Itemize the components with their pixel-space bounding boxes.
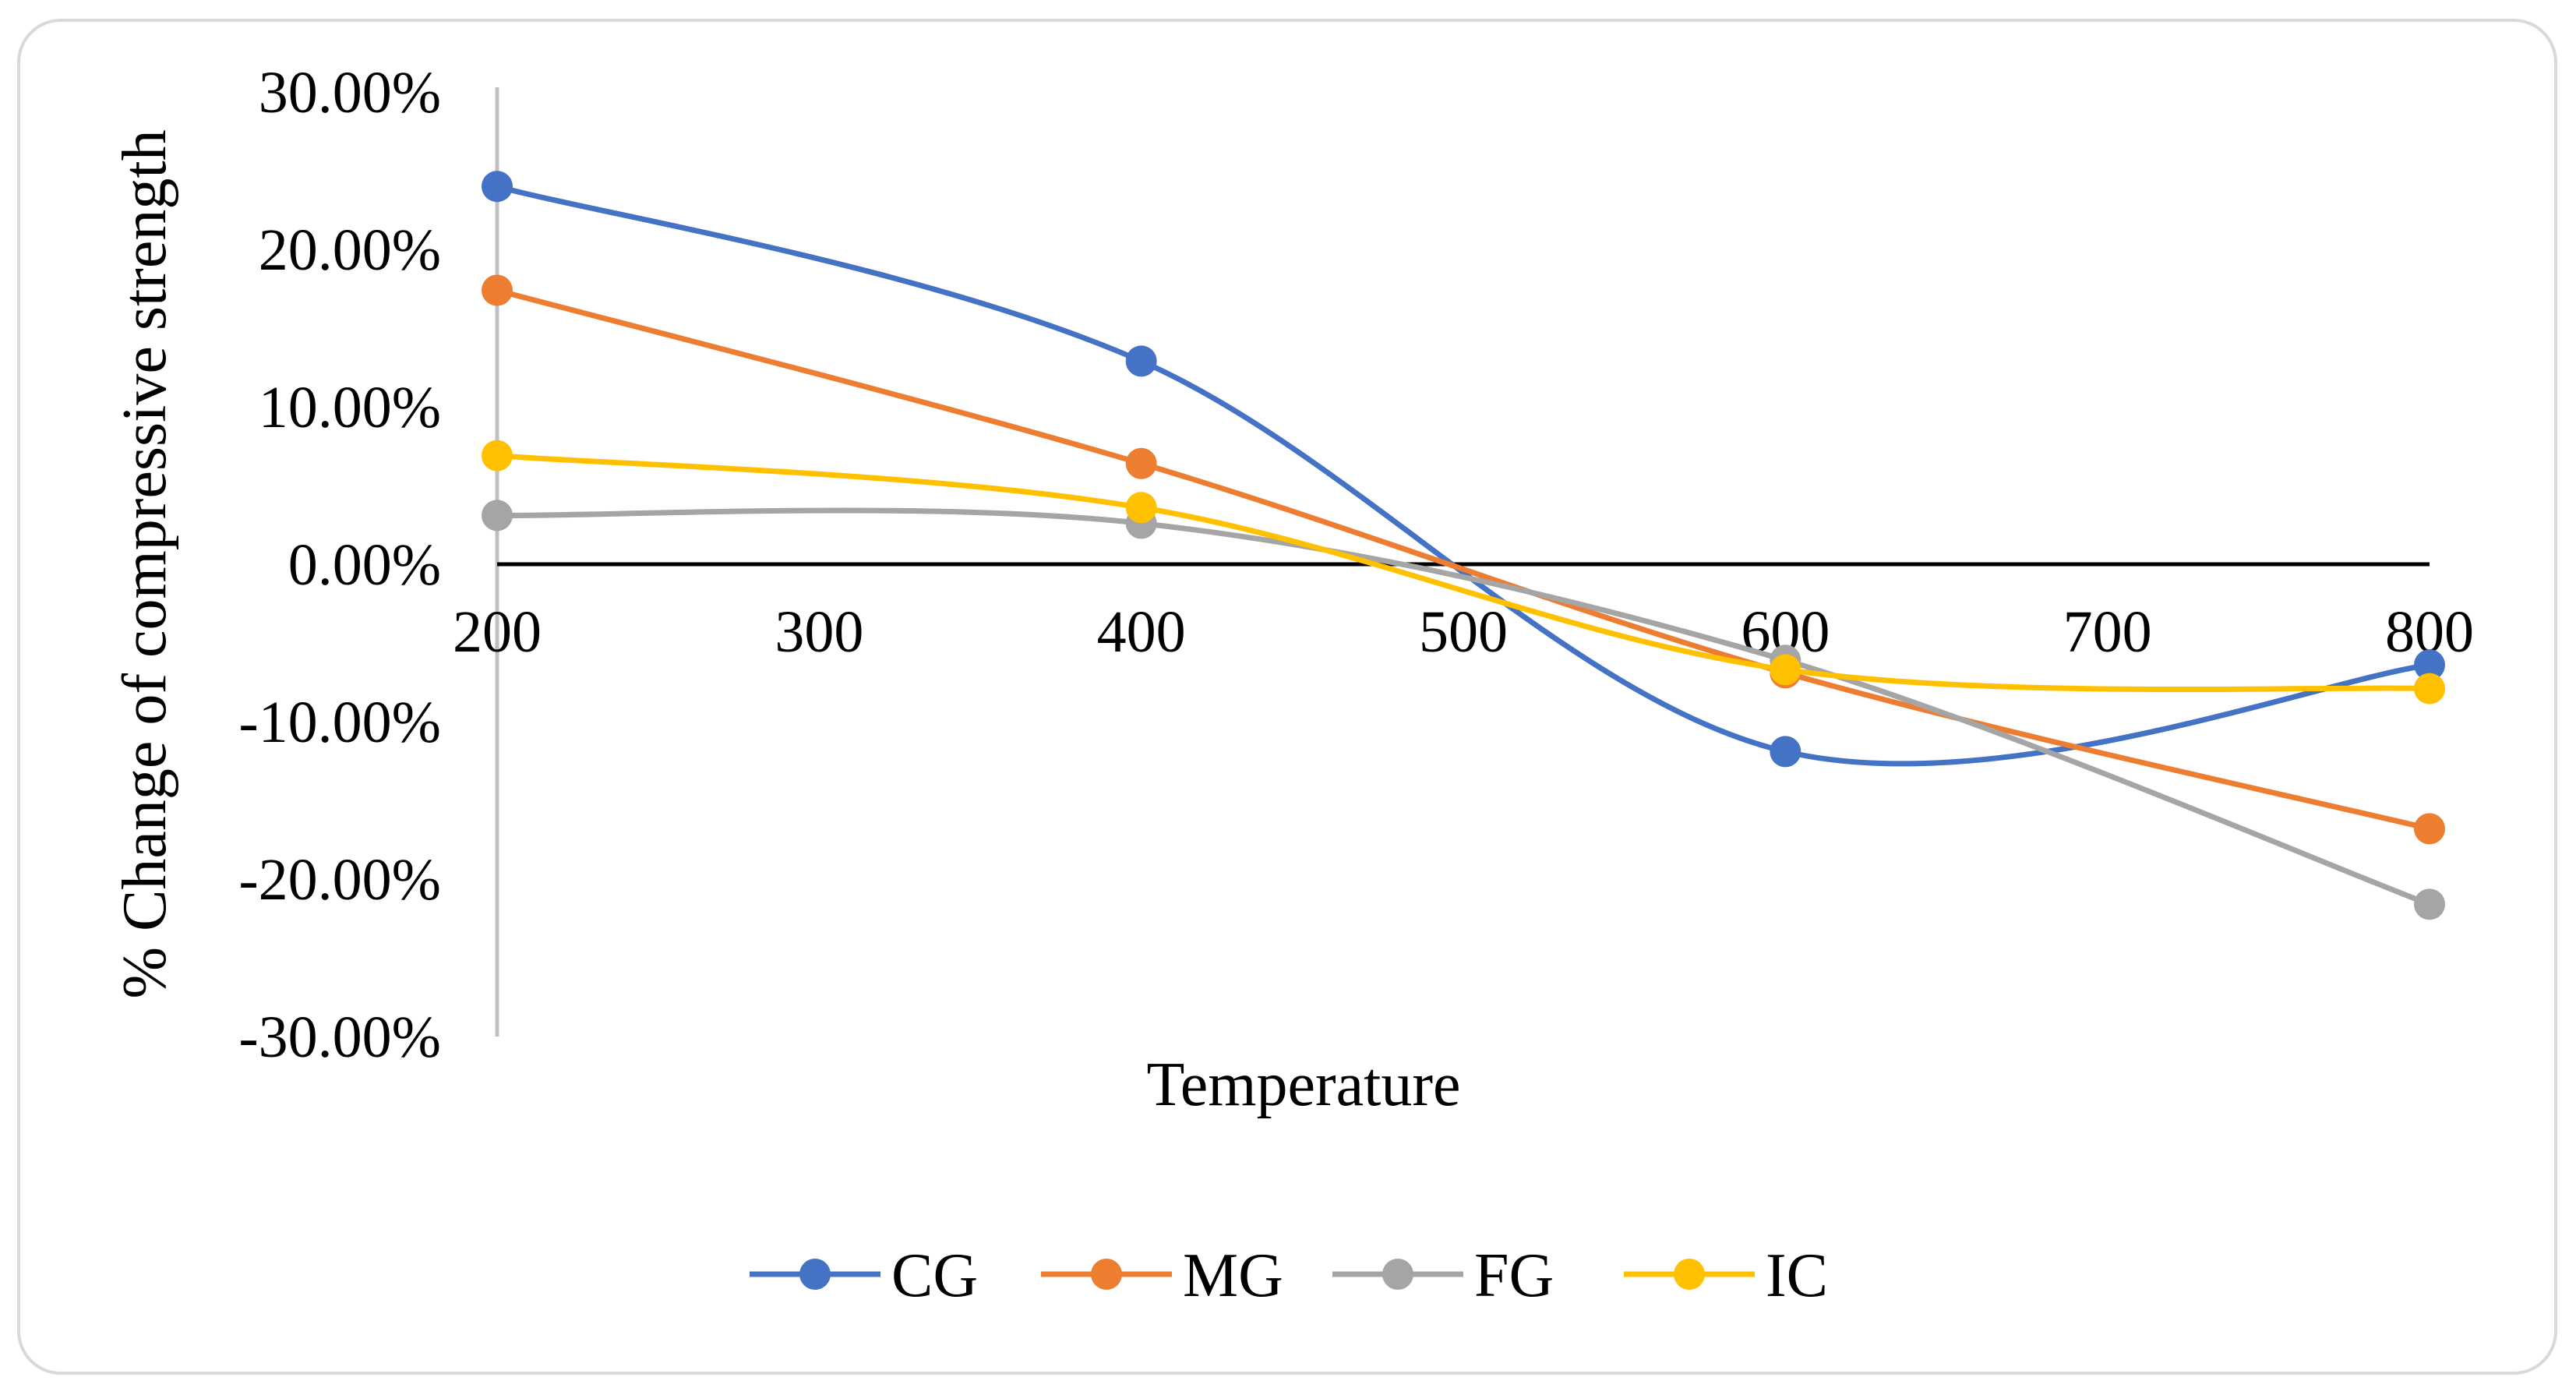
data-point-cg — [2414, 649, 2445, 681]
data-point-mg — [1125, 447, 1157, 479]
axes-layer — [495, 87, 2430, 1037]
legend-label: IC — [1766, 1241, 1828, 1310]
series-line-mg — [496, 288, 2430, 832]
legend-item-ic: IC — [1624, 1241, 1828, 1310]
legend-label: CG — [891, 1241, 978, 1310]
data-point-ic — [482, 440, 513, 471]
x-tick-label: 300 — [775, 599, 863, 665]
legend-marker-mg — [1091, 1259, 1122, 1290]
legend-marker-cg — [799, 1259, 831, 1290]
series-layer — [482, 171, 2445, 920]
legend-marker-fg — [1382, 1259, 1413, 1290]
x-tick-label: 200 — [453, 599, 542, 665]
series-cg — [482, 171, 2445, 768]
legend-label: FG — [1474, 1241, 1554, 1310]
y-tick-labels: 30.00% 20.00% 10.00% 0.00% -10.00% -20.00% -30… — [238, 60, 441, 1070]
legend-marker-ic — [1674, 1259, 1705, 1290]
x-tick-labels: 200 300 400 500 600 700 800 — [453, 599, 2474, 665]
chart-frame — [17, 19, 2557, 1375]
data-point-mg — [2414, 813, 2445, 845]
x-axis-title: Temperature — [1146, 1051, 1460, 1119]
series-mg — [482, 274, 2445, 845]
data-point-fg — [482, 500, 513, 532]
y-tick-label: 10.00% — [259, 375, 441, 440]
legend-label: MG — [1183, 1241, 1283, 1310]
data-point-mg — [482, 274, 513, 306]
data-point-ic — [1770, 654, 1801, 686]
legend: CG MG FG IC — [750, 1241, 1828, 1310]
x-tick-label: 400 — [1097, 599, 1186, 665]
y-tick-label: 30.00% — [259, 60, 441, 125]
y-tick-label: 0.00% — [288, 532, 441, 598]
y-tick-label: -20.00% — [238, 847, 441, 913]
data-point-ic — [2414, 673, 2445, 705]
data-point-cg — [1770, 736, 1801, 768]
series-line-fg — [496, 507, 2431, 907]
series-ic — [482, 440, 2445, 705]
y-tick-label: -30.00% — [238, 1005, 441, 1070]
y-tick-label: 20.00% — [259, 217, 441, 283]
data-point-cg — [1125, 345, 1157, 377]
legend-item-cg: CG — [750, 1241, 978, 1310]
y-tick-label: -10.00% — [238, 690, 441, 755]
x-tick-label: 500 — [1419, 599, 1508, 665]
legend-item-mg: MG — [1041, 1241, 1283, 1310]
data-point-ic — [1125, 492, 1157, 524]
series-line-cg — [496, 183, 2430, 767]
y-axis-title: % Change of compressive strength — [111, 129, 179, 998]
legend-item-fg: FG — [1332, 1241, 1554, 1310]
data-point-fg — [2414, 888, 2445, 920]
data-point-cg — [482, 171, 513, 203]
x-tick-label: 700 — [2063, 599, 2152, 665]
series-line-ic — [496, 453, 2430, 693]
